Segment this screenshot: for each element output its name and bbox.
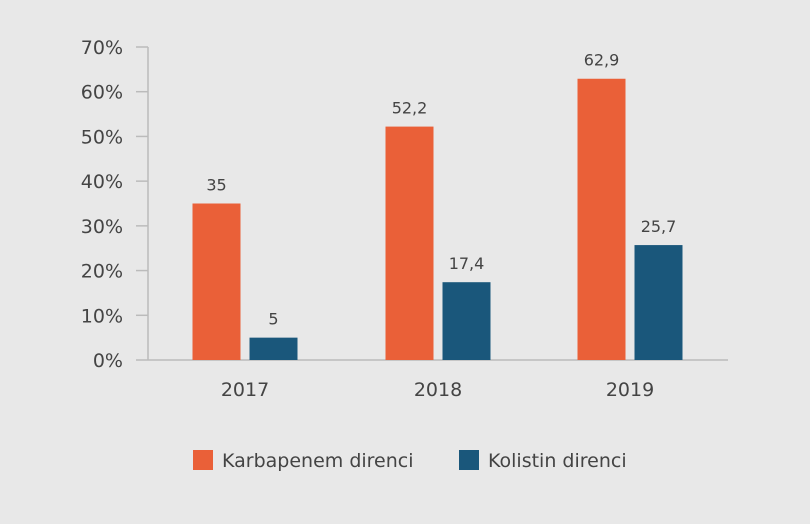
y-tick-label: 50% xyxy=(81,126,123,148)
y-tick-label: 70% xyxy=(81,37,123,59)
data-label: 52,2 xyxy=(392,99,428,118)
legend-swatch xyxy=(459,450,479,470)
data-label: 62,9 xyxy=(584,51,620,70)
bar-kolistin-direnci-2019 xyxy=(634,245,683,360)
x-tick-label: 2017 xyxy=(221,379,269,401)
y-tick-label: 20% xyxy=(81,261,123,283)
y-tick-label: 30% xyxy=(81,216,123,238)
x-tick-label: 2019 xyxy=(606,379,654,401)
data-label: 5 xyxy=(268,310,278,329)
bar-kolistin-direnci-2017 xyxy=(249,337,298,360)
bar-karbapenem-direnci-2018 xyxy=(385,126,434,360)
legend-swatch xyxy=(193,450,213,470)
data-label: 25,7 xyxy=(641,217,677,236)
x-tick-label: 2018 xyxy=(414,379,462,401)
legend-label: Karbapenem direnci xyxy=(222,450,414,472)
data-label: 17,4 xyxy=(449,254,485,273)
data-label: 35 xyxy=(206,176,226,195)
bar-karbapenem-direnci-2017 xyxy=(192,203,241,360)
bar-karbapenem-direnci-2019 xyxy=(577,78,626,361)
y-tick-label: 40% xyxy=(81,171,123,193)
bar-kolistin-direnci-2018 xyxy=(442,282,491,360)
y-tick-label: 60% xyxy=(81,82,123,104)
y-tick-label: 10% xyxy=(81,305,123,327)
y-tick-label: 0% xyxy=(93,350,123,372)
legend-label: Kolistin direnci xyxy=(488,450,627,472)
